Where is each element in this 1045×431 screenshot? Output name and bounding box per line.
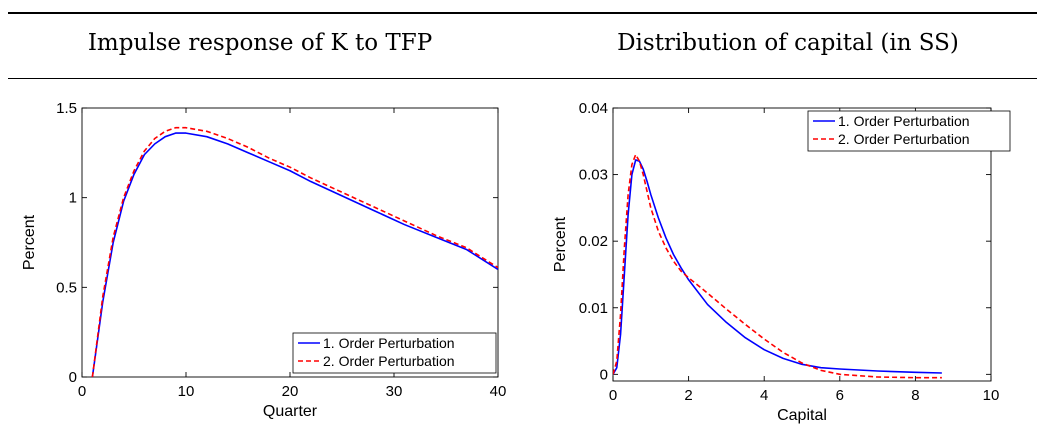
x-tick-label: 4 — [760, 387, 768, 404]
table-top-rule — [8, 12, 1037, 14]
plot-area-frame — [81, 107, 499, 378]
y-tick-label: 0.5 — [56, 279, 77, 296]
y-tick-label: 0 — [600, 366, 608, 383]
y-tick-label: 0.02 — [579, 233, 608, 250]
first-order-series-line — [91, 132, 498, 377]
y-tick-label: 0.04 — [579, 100, 608, 117]
second-order-series-line — [613, 153, 942, 379]
second-order-series-line — [91, 126, 498, 377]
legend-entry-label: 2. Order Perturbation — [323, 353, 455, 369]
legend-entry-label: 1. Order Perturbation — [838, 113, 970, 129]
x-tick-label: 20 — [282, 383, 299, 400]
y-tick-label: 0.01 — [579, 300, 608, 317]
first-order-series-line — [613, 159, 942, 375]
legend-box — [292, 332, 497, 374]
y-tick-label: 0 — [69, 369, 77, 386]
right-column-title: Distribution of capital (in SS) — [617, 30, 959, 56]
y-axis-label: Percent — [21, 214, 38, 270]
legend-box — [807, 110, 1011, 152]
x-tick-label: 6 — [836, 387, 844, 404]
legend-entry-label: 1. Order Perturbation — [323, 335, 455, 351]
x-tick-label: 8 — [911, 387, 919, 404]
x-tick-label: 2 — [684, 387, 692, 404]
x-tick-label: 40 — [490, 383, 507, 400]
y-tick-label: 0.03 — [579, 167, 608, 184]
x-tick-label: 0 — [78, 383, 86, 400]
x-tick-label: 30 — [386, 383, 403, 400]
plot-area-frame — [612, 107, 992, 382]
impulse-response-chart: 0 10 20 30 40 0 0.5 1 1.5 Quarter Percent 1. Order … — [21, 100, 507, 420]
x-tick-label: 10 — [178, 383, 195, 400]
x-axis-label: Quarter — [263, 403, 318, 420]
capital-distribution-chart: 0 2 4 6 8 10 0 0.01 0.02 0.03 0.04 Capital Percent 1.… — [552, 100, 1011, 424]
table-header-rule — [8, 78, 1037, 79]
x-tick-label: 0 — [609, 387, 617, 404]
x-axis-label: Capital — [777, 407, 827, 424]
y-tick-label: 1 — [69, 190, 77, 207]
y-axis-label: Percent — [552, 216, 569, 272]
y-tick-label: 1.5 — [56, 100, 77, 117]
legend-entry-label: 2. Order Perturbation — [838, 131, 970, 147]
left-column-title: Impulse response of K to TFP — [87, 30, 433, 56]
x-tick-label: 10 — [983, 387, 1000, 404]
